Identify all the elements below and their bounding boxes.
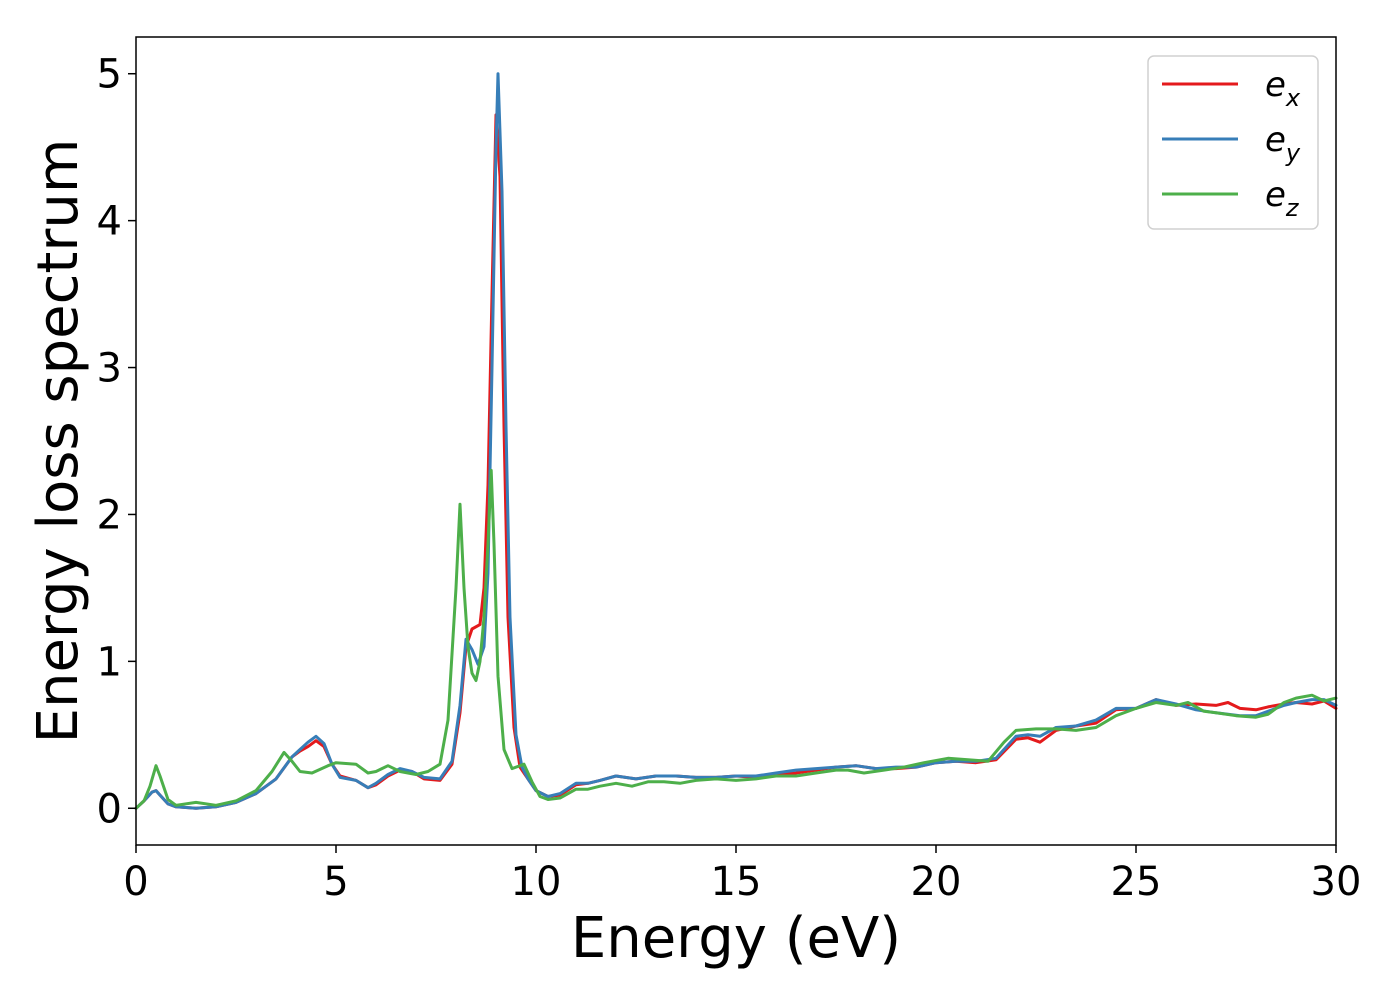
- y-axis-label: Energy loss spectrum: [26, 139, 91, 744]
- x-tick-label: 30: [1311, 859, 1362, 905]
- series-line-e-z: [134, 468, 1338, 810]
- y-tick-label: 2: [97, 492, 122, 538]
- y-axis-ticks: 0 1 2 3 4 5: [97, 52, 136, 832]
- plot-series: [134, 72, 1338, 810]
- x-tick-label: 0: [123, 859, 148, 905]
- x-tick-label: 25: [1111, 859, 1162, 905]
- y-tick-label: 3: [97, 346, 122, 392]
- y-tick-label: 4: [97, 199, 122, 245]
- series-line-e-y: [134, 72, 1338, 810]
- x-tick-label: 15: [711, 859, 762, 905]
- x-tick-label: 10: [511, 859, 562, 905]
- y-tick-label: 1: [97, 639, 122, 685]
- y-tick-label: 5: [97, 52, 122, 98]
- legend-frame: [1147, 55, 1319, 230]
- x-tick-label: 5: [323, 859, 348, 905]
- x-axis-ticks: 0 5 10 15 20 25 30: [123, 845, 1361, 905]
- y-tick-label: 0: [97, 786, 122, 832]
- x-axis-label: Energy (eV): [571, 906, 901, 971]
- x-tick-label: 20: [911, 859, 962, 905]
